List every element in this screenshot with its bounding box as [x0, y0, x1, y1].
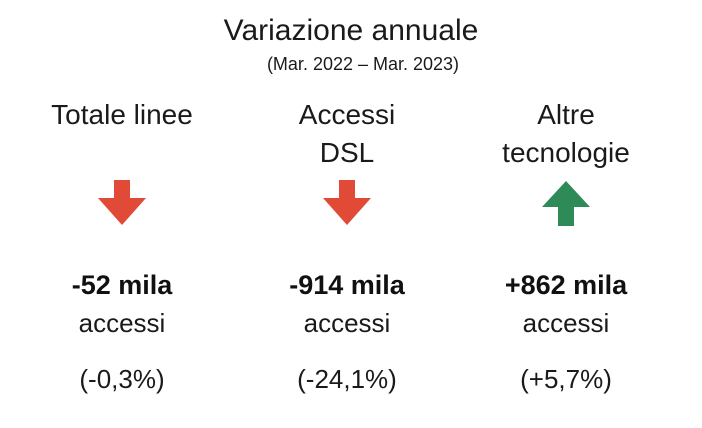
- arrow-shape: [323, 180, 371, 225]
- metric-percent: (-0,3%): [79, 364, 165, 394]
- metric-column-other-technologies: Altre tecnologie +862 mila accessi (+5,7…: [451, 96, 681, 416]
- arrow-down-icon: [97, 180, 147, 226]
- metric-unit: accessi: [303, 308, 391, 338]
- arrow-shape: [98, 180, 146, 225]
- metric-unit: accessi: [78, 308, 166, 338]
- metric-heading: Totale linee: [51, 99, 193, 130]
- metric-column-total-lines: Totale linee -52 mila accessi (-0,3%): [7, 96, 237, 416]
- metric-value: -914 mila: [289, 270, 405, 300]
- metric-column-dsl-access: Accessi DSL -914 mila accessi (-24,1%): [232, 96, 462, 416]
- metric-value: +862 mila: [504, 270, 628, 300]
- metric-value: -52 mila: [71, 270, 173, 300]
- metric-percent: (-24,1%): [297, 364, 397, 394]
- page-subtitle: (Mar. 2022 – Mar. 2023): [266, 54, 460, 74]
- metric-unit: accessi: [522, 308, 610, 338]
- page-title: Variazione annuale: [223, 14, 479, 47]
- metric-heading: Altre tecnologie: [502, 99, 630, 168]
- arrow-down-icon: [322, 180, 372, 226]
- metric-heading: Accessi DSL: [298, 99, 396, 168]
- arrow-shape: [542, 181, 590, 226]
- arrow-up-icon: [541, 180, 591, 226]
- metric-percent: (+5,7%): [520, 364, 612, 394]
